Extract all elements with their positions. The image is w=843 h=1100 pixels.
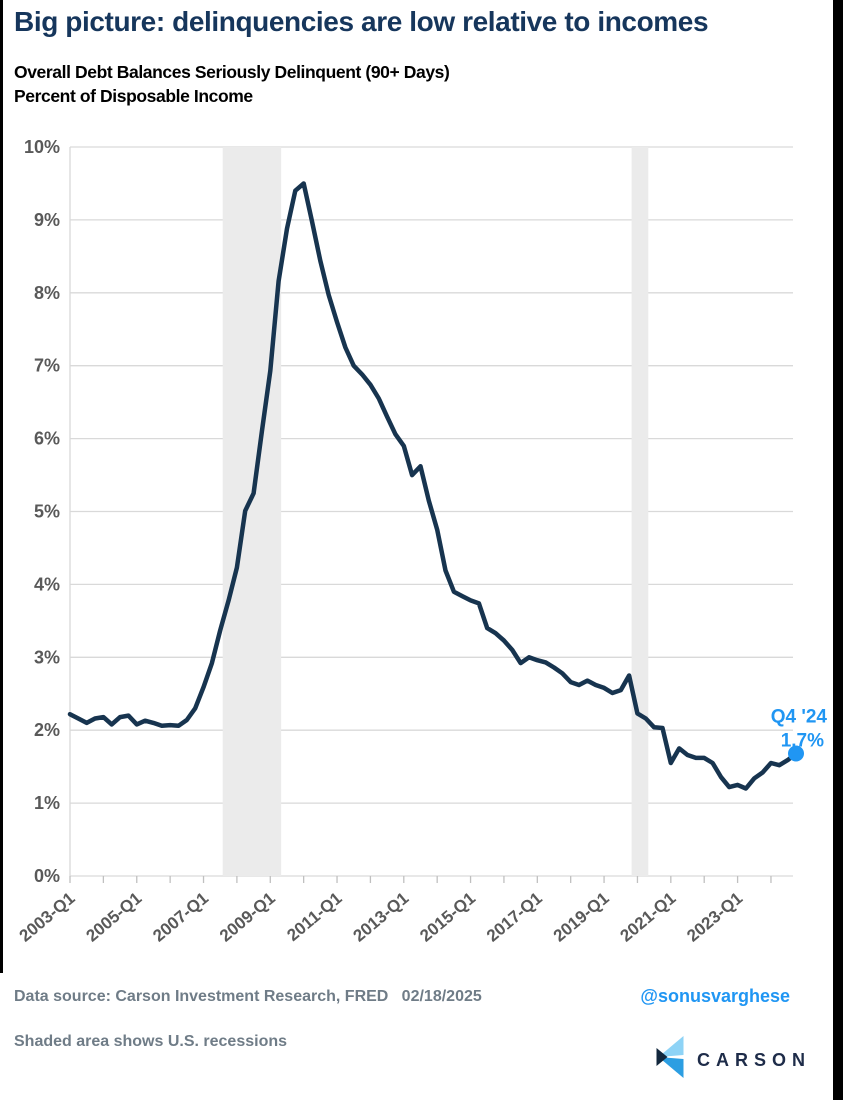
- left-border-line: [0, 0, 3, 973]
- x-axis-label: 2009-Q1: [216, 889, 279, 946]
- svg-text:2013-Q1: 2013-Q1: [349, 889, 412, 946]
- recession-band: [631, 147, 649, 876]
- svg-text:2019-Q1: 2019-Q1: [550, 889, 613, 946]
- y-axis-label: 7%: [34, 356, 60, 376]
- carson-logo-icon: [656, 1036, 684, 1078]
- x-axis-label: 2007-Q1: [149, 889, 212, 946]
- recession-band: [222, 147, 282, 876]
- svg-text:2023-Q1: 2023-Q1: [683, 889, 746, 946]
- svg-text:2009-Q1: 2009-Q1: [216, 889, 279, 946]
- carson-logo: CARSON: [656, 1036, 811, 1078]
- svg-text:2005-Q1: 2005-Q1: [82, 889, 145, 946]
- svg-text:2017-Q1: 2017-Q1: [483, 889, 546, 946]
- chart-title-line1: Overall Debt Balances Seriously Delinque…: [14, 62, 450, 82]
- y-axis-label: 4%: [34, 574, 60, 594]
- social-handle: @sonusvarghese: [640, 986, 790, 1006]
- latest-point-dot: [788, 745, 804, 762]
- y-axis-label: 1%: [34, 793, 60, 813]
- x-axis-label: 2005-Q1: [82, 889, 145, 946]
- x-axis-label: 2017-Q1: [483, 889, 546, 946]
- line-chart: 0% 1% 2% 3% 4% 5% 6% 7% 8% 9% 10% 2003-Q1 2005-Q1 200…: [0, 130, 843, 960]
- svg-text:2011-Q1: 2011-Q1: [283, 889, 345, 945]
- page-title: Big picture: delinquencies are low relat…: [14, 6, 709, 37]
- x-axis-label: 2021-Q1: [616, 889, 679, 946]
- y-axis-label: 0%: [34, 866, 60, 886]
- svg-text:2021-Q1: 2021-Q1: [616, 889, 679, 946]
- svg-text:2015-Q1: 2015-Q1: [416, 889, 479, 946]
- data-source-text: Data source: Carson Investment Research,…: [14, 988, 482, 1005]
- line-chart-svg: 0%1%2%3%4%5%6%7%8%9%10%2003-Q1 2005-Q1 200…: [16, 137, 828, 946]
- y-axis-label: 10%: [24, 137, 60, 157]
- recession-note: Shaded area shows U.S. recessions: [14, 1033, 288, 1050]
- annotation-quarter: Q4 '24: [771, 707, 828, 728]
- y-axis-label: 9%: [34, 210, 60, 230]
- y-axis-label: 5%: [34, 502, 60, 522]
- svg-text:2003-Q1: 2003-Q1: [16, 889, 79, 946]
- y-axis-label: 2%: [34, 720, 60, 740]
- annotation-value: 1.7%: [781, 731, 824, 752]
- chart-title-line2: Percent of Disposable Income: [14, 86, 253, 106]
- x-axis-label: 2015-Q1: [416, 889, 479, 946]
- x-axis-label: 2023-Q1: [683, 889, 746, 946]
- x-axis-label: 2019-Q1: [550, 889, 613, 946]
- x-axis-label: 2013-Q1: [349, 889, 412, 946]
- y-axis-label: 8%: [34, 283, 60, 303]
- y-axis-label: 6%: [34, 429, 60, 449]
- chart-title: Overall Debt Balances Seriously Delinque…: [14, 60, 714, 108]
- x-axis-label: 2003-Q1: [16, 889, 79, 946]
- right-border-bar: [833, 0, 843, 1100]
- series-line: [67, 181, 799, 791]
- carson-wordmark: CARSON: [697, 1049, 812, 1070]
- svg-text:2007-Q1: 2007-Q1: [149, 889, 212, 946]
- y-axis-label: 3%: [34, 647, 60, 667]
- x-axis-label: 2011-Q1: [283, 889, 345, 945]
